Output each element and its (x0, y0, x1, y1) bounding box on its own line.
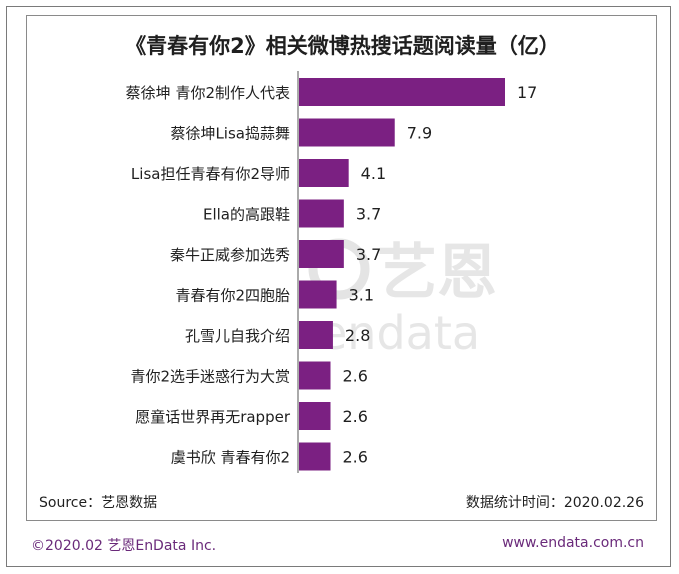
bar (299, 442, 331, 471)
bar (299, 199, 344, 228)
value-label: 2.6 (343, 367, 368, 386)
copyright-text: ©2020.02 艺恩EnData Inc. (31, 538, 217, 554)
value-label: 3.7 (356, 205, 381, 224)
category-label: 秦牛正威参加选秀 (170, 246, 290, 264)
bar (299, 118, 395, 147)
bar (299, 321, 333, 349)
category-label: Lisa担任青春有你2导师 (131, 165, 290, 183)
value-label: 3.7 (356, 245, 381, 264)
bar (299, 280, 337, 309)
chart-title: 《青春有你2》相关微博热搜话题阅读量（亿） (125, 34, 560, 58)
outer-frame: 《青春有你2》相关微博热搜话题阅读量（亿） 艺恩 endata 蔡徐坤 青你2制… (6, 6, 671, 567)
value-label: 3.1 (349, 286, 374, 305)
category-label: Ella的高跟鞋 (203, 206, 290, 224)
value-label: 4.1 (361, 164, 386, 183)
bar (299, 159, 349, 187)
bar (299, 240, 344, 268)
bar (299, 78, 505, 106)
category-label: 蔡徐坤 青你2制作人代表 (126, 84, 290, 102)
source-note: Source：艺恩数据 (39, 495, 158, 511)
category-label: 孔雪儿自我介绍 (185, 327, 290, 345)
value-label: 7.9 (407, 124, 432, 143)
category-label: 青你2选手迷惑行为大赏 (130, 368, 290, 386)
value-label: 2.6 (343, 448, 368, 467)
chart-panel: 《青春有你2》相关微博热搜话题阅读量（亿） 艺恩 endata 蔡徐坤 青你2制… (26, 15, 657, 521)
category-label: 虞书欣 青春有你2 (171, 449, 290, 467)
data-date-note: 数据统计时间：2020.02.26 (465, 495, 644, 511)
category-label: 愿童话世界再无rapper (135, 408, 291, 426)
category-label: 蔡徐坤Lisa捣蒜舞 (170, 125, 290, 143)
bar (299, 361, 331, 390)
value-label: 2.6 (343, 407, 368, 426)
value-label: 2.8 (345, 326, 370, 345)
website-link[interactable]: www.endata.com.cn (502, 535, 644, 551)
bar (299, 402, 331, 430)
bars-group: 蔡徐坤 青你2制作人代表 17 蔡徐坤Lisa捣蒜舞 7.9 Lisa担任青春有你2导师… (126, 78, 537, 471)
category-label: 青春有你2四胞胎 (175, 287, 290, 305)
bar-chart: 蔡徐坤 青你2制作人代表 17 蔡徐坤Lisa捣蒜舞 7.9 Lisa担任青春有你2导师… (126, 71, 537, 473)
value-label: 17 (517, 83, 537, 102)
